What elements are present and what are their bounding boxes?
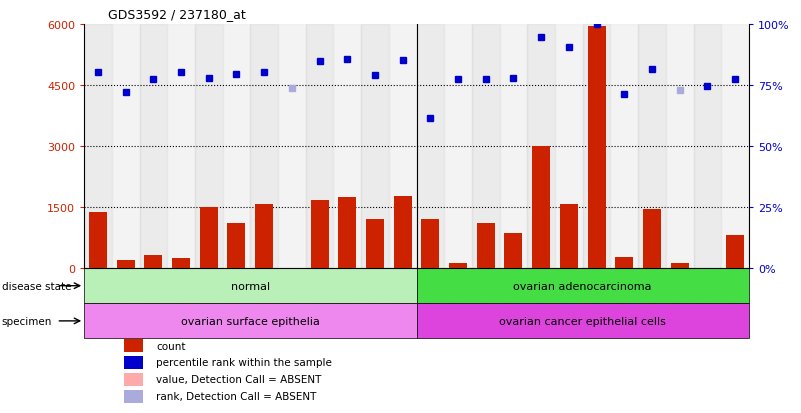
Bar — [638, 25, 666, 268]
Bar — [505, 234, 522, 268]
Bar — [417, 304, 749, 339]
Bar — [256, 205, 273, 268]
Bar — [449, 263, 467, 268]
Bar — [167, 25, 195, 268]
Bar — [560, 204, 578, 268]
Bar — [532, 147, 550, 268]
Text: count: count — [156, 341, 185, 351]
Bar — [721, 25, 749, 268]
Bar — [615, 257, 634, 268]
Bar — [112, 25, 139, 268]
Text: ovarian adenocarcinoma: ovarian adenocarcinoma — [513, 281, 652, 291]
Bar — [89, 212, 107, 268]
Bar — [306, 25, 333, 268]
Bar — [195, 25, 223, 268]
Bar — [477, 223, 495, 268]
Bar — [555, 25, 582, 268]
Bar — [582, 25, 610, 268]
Bar — [172, 258, 190, 268]
Bar — [670, 263, 689, 268]
Bar — [588, 27, 606, 268]
Bar — [84, 268, 417, 304]
Bar — [124, 339, 143, 352]
Text: disease state: disease state — [2, 281, 71, 291]
Bar — [421, 220, 440, 268]
Bar — [445, 25, 472, 268]
Text: percentile rank within the sample: percentile rank within the sample — [156, 358, 332, 368]
Bar — [361, 25, 388, 268]
Bar — [610, 25, 638, 268]
Text: rank, Detection Call = ABSENT: rank, Detection Call = ABSENT — [156, 391, 316, 401]
Bar — [250, 25, 278, 268]
Text: ovarian surface epithelia: ovarian surface epithelia — [181, 316, 320, 326]
Bar — [726, 235, 744, 268]
Bar — [124, 356, 143, 369]
Text: ovarian cancer epithelial cells: ovarian cancer epithelial cells — [499, 316, 666, 326]
Bar — [527, 25, 555, 268]
Bar — [366, 220, 384, 268]
Bar — [139, 25, 167, 268]
Bar — [388, 25, 417, 268]
Bar — [84, 304, 417, 339]
Bar — [472, 25, 500, 268]
Bar — [694, 25, 721, 268]
Bar — [643, 209, 661, 268]
Bar — [417, 25, 445, 268]
Bar — [144, 256, 163, 268]
Bar — [84, 25, 112, 268]
Bar — [333, 25, 361, 268]
Bar — [199, 207, 218, 268]
Bar — [417, 268, 749, 304]
Bar — [124, 390, 143, 403]
Bar — [278, 25, 306, 268]
Bar — [311, 200, 328, 268]
Bar — [227, 224, 245, 268]
Bar — [393, 197, 412, 268]
Text: GDS3592 / 237180_at: GDS3592 / 237180_at — [108, 8, 246, 21]
Bar — [124, 373, 143, 386]
Text: normal: normal — [231, 281, 270, 291]
Bar — [117, 261, 135, 268]
Text: specimen: specimen — [2, 316, 52, 326]
Bar — [338, 198, 356, 268]
Text: value, Detection Call = ABSENT: value, Detection Call = ABSENT — [156, 375, 321, 385]
Bar — [500, 25, 527, 268]
Bar — [223, 25, 250, 268]
Bar — [666, 25, 694, 268]
